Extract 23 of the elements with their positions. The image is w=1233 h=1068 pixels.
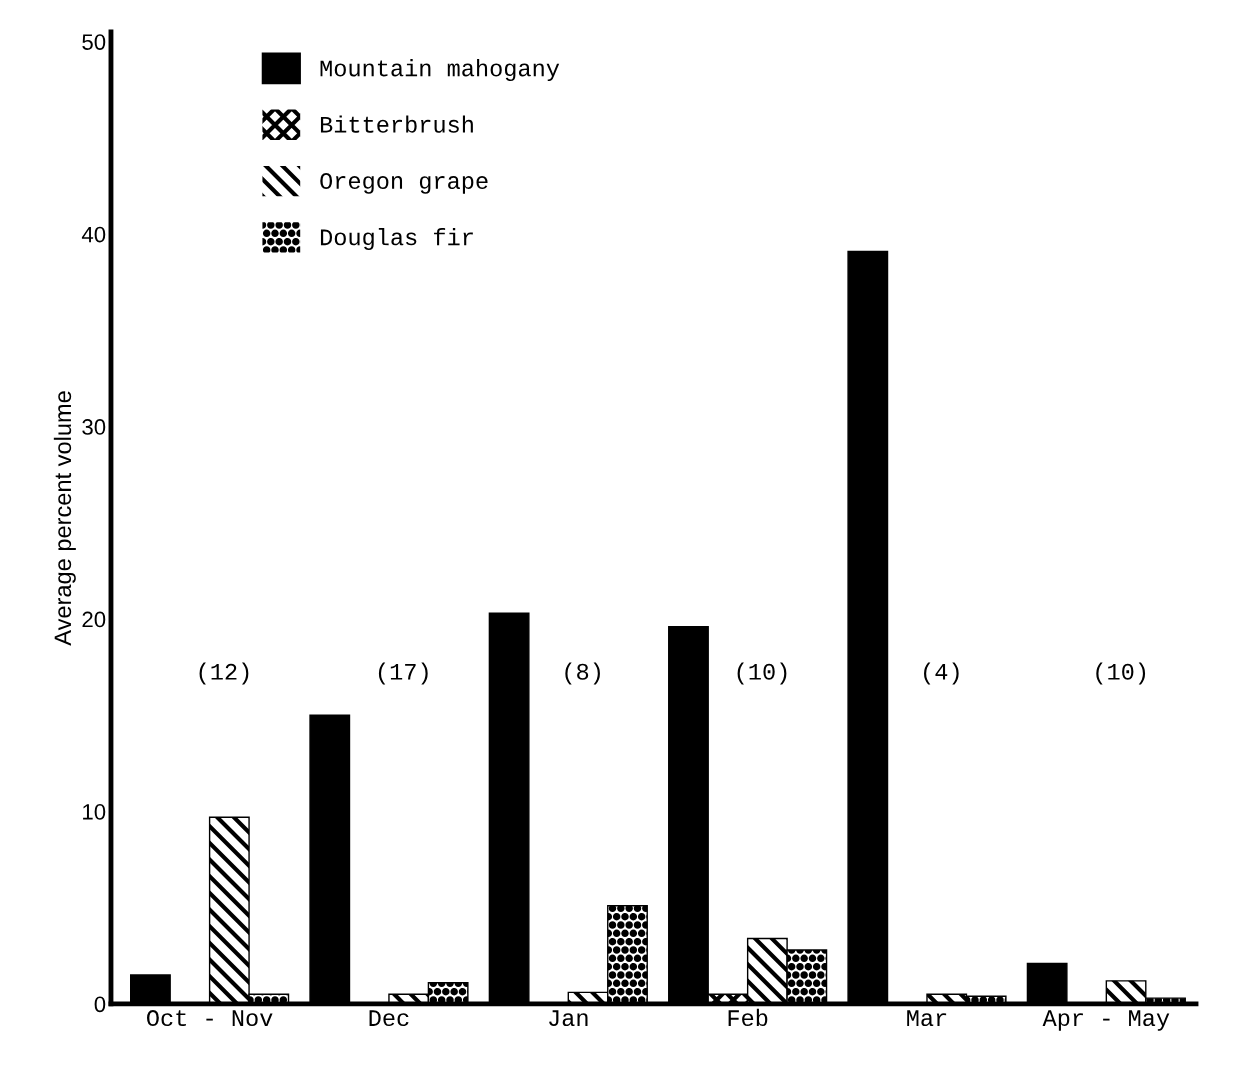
annotation: (17): [378, 662, 428, 685]
annotation: (4): [924, 662, 959, 685]
annotation: (8): [565, 662, 600, 685]
legend-label: Douglas fir: [320, 228, 473, 251]
annotation: (10): [1096, 662, 1146, 685]
annotation: (12): [199, 662, 249, 685]
x-tick-label: Jan: [549, 1010, 588, 1027]
legend-label: Mountain mahogany: [320, 59, 560, 82]
y-axis-title: Average percent volume: [53, 391, 76, 646]
x-tick-label: Dec: [369, 1010, 409, 1027]
x-tick-label: Apr - May: [1042, 1010, 1170, 1031]
legend-label: Bitterbrush: [320, 115, 473, 133]
x-tick-label: Oct - Nov: [147, 1010, 273, 1027]
y-tick-label: 40: [81, 226, 106, 243]
y-tick-label: 0: [94, 996, 106, 1013]
y-tick-label: 10: [83, 804, 106, 820]
annotation: (10): [737, 662, 787, 685]
x-tick-label: Feb: [728, 1008, 768, 1027]
y-tick-label: 20: [82, 611, 106, 628]
x-tick-label: Mar: [907, 1010, 947, 1027]
legend-label: Oregon grape: [320, 173, 488, 194]
y-tick-label: 50: [82, 34, 106, 50]
y-tick-label: 30: [82, 419, 106, 435]
